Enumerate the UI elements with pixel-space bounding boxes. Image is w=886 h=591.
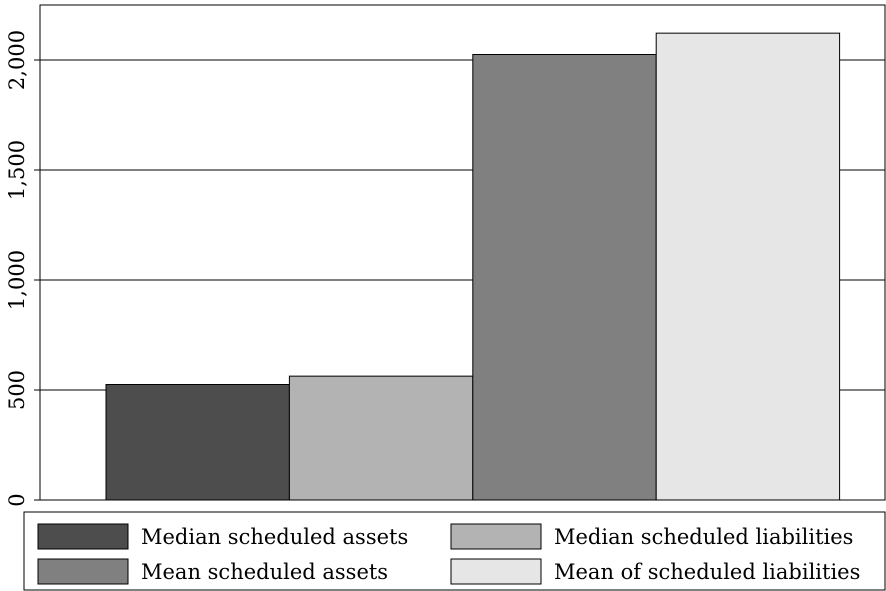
legend-label: Median scheduled liabilities [554, 525, 853, 549]
legend-swatch [37, 523, 129, 550]
legend-swatch [450, 523, 542, 550]
legend-swatch [450, 558, 542, 585]
bar [655, 32, 841, 501]
y-tick-label: 2,000 [5, 30, 29, 90]
bar [105, 384, 290, 501]
legend-label: Mean of scheduled liabilities [554, 560, 860, 584]
bar [472, 54, 657, 501]
y-axis: 0 500 1,000 1,500 2,000 [5, 30, 40, 507]
legend: Median scheduled assets Median scheduled … [37, 523, 860, 585]
bars [105, 32, 841, 501]
y-tick-label: 0 [5, 493, 29, 506]
y-tick-label: 1,500 [5, 140, 29, 200]
legend-swatch [37, 558, 129, 585]
legend-label: Median scheduled assets [141, 525, 408, 549]
y-tick-label: 500 [5, 370, 29, 410]
y-tick-label: 1,000 [5, 250, 29, 310]
legend-label: Mean scheduled assets [141, 560, 388, 584]
bar [288, 375, 474, 501]
